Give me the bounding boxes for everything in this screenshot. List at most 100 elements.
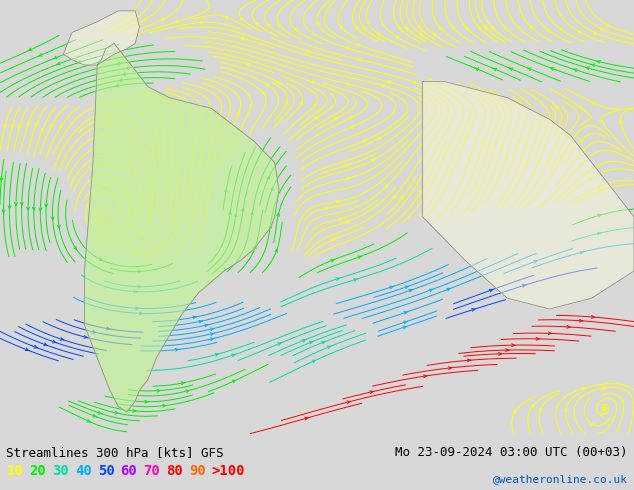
- FancyArrowPatch shape: [338, 218, 342, 220]
- FancyArrowPatch shape: [256, 23, 259, 25]
- Text: >100: >100: [212, 465, 245, 478]
- FancyArrowPatch shape: [370, 391, 374, 393]
- FancyArrowPatch shape: [122, 18, 125, 20]
- FancyArrowPatch shape: [305, 417, 309, 420]
- FancyArrowPatch shape: [53, 56, 57, 59]
- FancyArrowPatch shape: [100, 154, 103, 157]
- FancyArrowPatch shape: [336, 278, 340, 280]
- FancyArrowPatch shape: [346, 83, 349, 86]
- FancyArrowPatch shape: [139, 233, 143, 236]
- FancyArrowPatch shape: [346, 220, 350, 223]
- FancyArrowPatch shape: [358, 59, 361, 61]
- FancyArrowPatch shape: [276, 213, 280, 216]
- FancyArrowPatch shape: [45, 204, 48, 207]
- FancyArrowPatch shape: [347, 177, 351, 180]
- FancyArrowPatch shape: [453, 27, 455, 30]
- FancyArrowPatch shape: [136, 307, 139, 310]
- FancyArrowPatch shape: [151, 145, 153, 147]
- FancyArrowPatch shape: [400, 196, 403, 199]
- FancyArrowPatch shape: [387, 81, 391, 84]
- FancyArrowPatch shape: [103, 183, 107, 186]
- FancyArrowPatch shape: [331, 259, 335, 262]
- FancyArrowPatch shape: [135, 172, 138, 175]
- FancyArrowPatch shape: [279, 24, 281, 27]
- FancyArrowPatch shape: [354, 279, 358, 281]
- FancyArrowPatch shape: [433, 33, 436, 36]
- FancyArrowPatch shape: [294, 28, 297, 31]
- FancyArrowPatch shape: [215, 353, 219, 356]
- FancyArrowPatch shape: [145, 400, 148, 403]
- FancyArrowPatch shape: [310, 81, 314, 84]
- FancyArrowPatch shape: [29, 48, 32, 50]
- FancyArrowPatch shape: [580, 107, 583, 110]
- FancyArrowPatch shape: [271, 188, 273, 191]
- FancyArrowPatch shape: [250, 104, 252, 107]
- FancyArrowPatch shape: [213, 158, 216, 161]
- Polygon shape: [84, 44, 279, 412]
- FancyArrowPatch shape: [363, 26, 366, 30]
- FancyArrowPatch shape: [27, 122, 30, 125]
- FancyArrowPatch shape: [555, 105, 558, 108]
- FancyArrowPatch shape: [93, 330, 96, 333]
- FancyArrowPatch shape: [302, 339, 306, 342]
- FancyArrowPatch shape: [224, 189, 227, 192]
- FancyArrowPatch shape: [429, 289, 433, 292]
- FancyArrowPatch shape: [345, 47, 349, 49]
- FancyArrowPatch shape: [475, 68, 479, 71]
- FancyArrowPatch shape: [347, 401, 351, 404]
- FancyArrowPatch shape: [133, 410, 136, 412]
- FancyArrowPatch shape: [581, 388, 585, 390]
- FancyArrowPatch shape: [512, 344, 515, 346]
- FancyArrowPatch shape: [491, 26, 495, 29]
- FancyArrowPatch shape: [278, 343, 281, 345]
- FancyArrowPatch shape: [99, 258, 102, 261]
- Text: Streamlines 300 hPa [kts] GFS: Streamlines 300 hPa [kts] GFS: [6, 446, 224, 459]
- FancyArrowPatch shape: [472, 309, 476, 311]
- FancyArrowPatch shape: [84, 336, 88, 338]
- FancyArrowPatch shape: [467, 359, 471, 362]
- FancyArrowPatch shape: [285, 102, 288, 105]
- FancyArrowPatch shape: [275, 249, 278, 252]
- FancyArrowPatch shape: [585, 67, 590, 70]
- FancyArrowPatch shape: [420, 33, 423, 36]
- FancyArrowPatch shape: [547, 160, 549, 163]
- FancyArrowPatch shape: [103, 123, 107, 126]
- FancyArrowPatch shape: [108, 117, 112, 120]
- FancyArrowPatch shape: [567, 325, 571, 328]
- FancyArrowPatch shape: [573, 69, 577, 72]
- FancyArrowPatch shape: [418, 26, 421, 29]
- FancyArrowPatch shape: [536, 338, 540, 340]
- FancyArrowPatch shape: [579, 319, 583, 322]
- FancyArrowPatch shape: [531, 405, 534, 408]
- FancyArrowPatch shape: [183, 176, 186, 179]
- FancyArrowPatch shape: [234, 214, 237, 217]
- FancyArrowPatch shape: [96, 61, 100, 63]
- FancyArrowPatch shape: [504, 26, 507, 29]
- FancyArrowPatch shape: [564, 409, 567, 412]
- FancyArrowPatch shape: [591, 64, 595, 67]
- FancyArrowPatch shape: [122, 73, 126, 75]
- FancyArrowPatch shape: [205, 324, 209, 327]
- FancyArrowPatch shape: [148, 199, 151, 202]
- FancyArrowPatch shape: [579, 163, 583, 166]
- FancyArrowPatch shape: [351, 126, 354, 128]
- FancyArrowPatch shape: [77, 61, 81, 63]
- FancyArrowPatch shape: [125, 67, 129, 70]
- FancyArrowPatch shape: [163, 404, 167, 407]
- FancyArrowPatch shape: [404, 321, 408, 324]
- FancyArrowPatch shape: [8, 206, 11, 209]
- FancyArrowPatch shape: [119, 79, 122, 81]
- FancyArrowPatch shape: [267, 176, 269, 179]
- FancyArrowPatch shape: [318, 109, 320, 112]
- FancyArrowPatch shape: [161, 18, 164, 20]
- FancyArrowPatch shape: [524, 143, 527, 146]
- FancyArrowPatch shape: [210, 328, 214, 331]
- FancyArrowPatch shape: [269, 225, 271, 228]
- FancyArrowPatch shape: [340, 26, 344, 29]
- FancyArrowPatch shape: [603, 387, 607, 390]
- FancyArrowPatch shape: [530, 26, 533, 29]
- FancyArrowPatch shape: [101, 133, 105, 136]
- FancyArrowPatch shape: [465, 27, 469, 30]
- FancyArrowPatch shape: [548, 117, 551, 120]
- FancyArrowPatch shape: [600, 190, 604, 192]
